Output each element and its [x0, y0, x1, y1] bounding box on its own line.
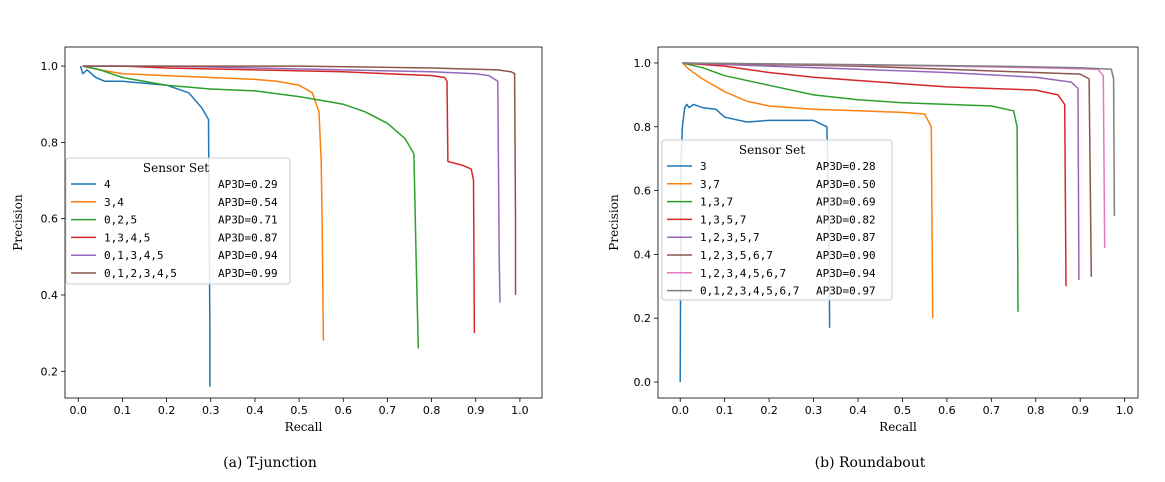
y-tick-label: 0.4 — [634, 248, 652, 261]
legend-entry-ap: AP3D=0.87 — [218, 231, 278, 244]
legend-entry-ap: AP3D=0.94 — [218, 249, 278, 262]
y-tick-label: 0.6 — [41, 213, 59, 226]
x-tick-label: 0.4 — [849, 404, 867, 417]
y-axis-label: Precision — [11, 194, 25, 251]
x-tick-label: 0.6 — [335, 404, 353, 417]
legend-entry-label: 0,1,2,3,4,5,6,7 — [700, 285, 799, 298]
x-tick-label: 0.1 — [716, 404, 734, 417]
series-line-1-3-5-7 — [682, 62, 1067, 287]
series-line-1-3-7 — [682, 62, 1019, 312]
legend-entry-label: 3,7 — [700, 178, 720, 191]
x-tick-label: 0.7 — [379, 404, 397, 417]
legend-entry-label: 1,3,7 — [700, 196, 733, 209]
legend-box — [65, 157, 291, 285]
chart-1: 0.0 0.1 0.2 0.3 0.4 0.5 0.6 0.7 0.8 0.9 1.0 0.2 0.4 0… — [11, 46, 543, 471]
x-tick-label: 0.7 — [983, 404, 1001, 417]
legend-box — [661, 139, 893, 301]
series-line-3-7 — [681, 62, 934, 319]
x-tick-label: 0.3 — [805, 404, 823, 417]
y-tick-label: 0.4 — [41, 289, 59, 302]
x-tick-label: 0.3 — [202, 404, 220, 417]
series-line-3 — [679, 103, 831, 383]
x-tick-label: 0.4 — [246, 404, 264, 417]
x-axis-label: Recall — [879, 420, 917, 434]
series-line-1-2-3-5-7 — [682, 62, 1080, 280]
y-tick-label: 0.8 — [634, 121, 652, 134]
plot-frame — [657, 46, 1139, 399]
x-tick-label: 0.8 — [423, 404, 441, 417]
x-tick-label: 0.9 — [467, 404, 485, 417]
chart-caption: (a) T-junction — [223, 455, 317, 471]
x-tick-label: 1.0 — [511, 404, 529, 417]
legend-entry-label: 3,4 — [104, 196, 124, 209]
legend-entry-ap: AP3D=0.94 — [816, 267, 876, 280]
x-tick-label: 0.2 — [760, 404, 778, 417]
y-tick-label: 0.0 — [634, 376, 652, 389]
legend-entry-ap: AP3D=0.82 — [816, 213, 876, 226]
legend-entry-ap: AP3D=0.90 — [816, 249, 876, 262]
chart-2: 0.0 0.1 0.2 0.3 0.4 0.5 0.6 0.7 0.8 0.9 1.0 0.0 0.2 0… — [607, 46, 1139, 471]
legend-title: Sensor Set — [739, 143, 805, 157]
legend-entry-label: 1,2,3,4,5,6,7 — [700, 267, 786, 280]
legend-entry-ap: AP3D=0.99 — [218, 267, 278, 280]
y-tick-label: 1.0 — [41, 60, 59, 73]
legend-entry-ap: AP3D=0.87 — [816, 231, 876, 244]
x-tick-label: 0.8 — [1027, 404, 1045, 417]
legend-entry-label: 0,1,3,4,5 — [104, 249, 164, 262]
legend-entry-label: 0,2,5 — [104, 214, 137, 227]
series-line-0-1-3-4-5 — [82, 65, 501, 303]
legend-entry-label: 4 — [104, 178, 111, 191]
x-tick-label: 0.9 — [1071, 404, 1089, 417]
x-tick-label: 0.0 — [671, 404, 689, 417]
legend-entry-ap: AP3D=0.54 — [218, 196, 278, 209]
legend-entry-label: 1,2,3,5,6,7 — [700, 249, 773, 262]
legend-entry-label: 0,1,2,3,4,5 — [104, 267, 177, 280]
y-tick-label: 0.2 — [634, 312, 652, 325]
x-tick-label: 0.6 — [938, 404, 956, 417]
legend-entry-ap: AP3D=0.50 — [816, 178, 876, 191]
x-tick-label: 1.0 — [1116, 404, 1134, 417]
legend-title: Sensor Set — [143, 161, 209, 175]
x-tick-label: 0.5 — [894, 404, 912, 417]
legend-entry-ap: AP3D=0.29 — [218, 178, 278, 191]
legend-entry-label: 1,3,5,7 — [700, 213, 746, 226]
x-axis-label: Recall — [285, 420, 323, 434]
legend-entry-ap: AP3D=0.97 — [816, 285, 876, 298]
x-tick-label: 0.2 — [158, 404, 176, 417]
series-line-0-1-2-3-4-5 — [82, 65, 517, 295]
legend-entry-label: 1,2,3,5,7 — [700, 231, 760, 244]
legend-entry-ap: AP3D=0.71 — [218, 214, 278, 227]
series-line-0-1-2-3-4-5-6-7 — [682, 62, 1116, 217]
y-axis-label: Precision — [607, 194, 621, 251]
legend: Sensor Set 3 AP3D=0.28 3,7 AP3D=0.50 1,3,7 AP3… — [661, 139, 893, 301]
series-line-4 — [79, 65, 211, 387]
legend-entry-label: 1,3,4,5 — [104, 231, 150, 244]
x-tick-label: 0.1 — [114, 404, 132, 417]
y-tick-label: 1.0 — [634, 57, 652, 70]
series-line-1-3-4-5 — [82, 65, 476, 334]
series-line-0-2-5 — [82, 65, 420, 349]
legend-entry-ap: AP3D=0.69 — [816, 196, 876, 209]
x-tick-label: 0.5 — [290, 404, 308, 417]
series-line-3-4 — [82, 65, 325, 341]
legend-entry-ap: AP3D=0.28 — [816, 160, 876, 173]
legend: Sensor Set 4 AP3D=0.29 3,4 AP3D=0.54 0,2,5 AP3… — [65, 157, 291, 285]
legend-entry-label: 3 — [700, 160, 707, 173]
y-tick-label: 0.8 — [41, 136, 59, 149]
chart-caption: (b) Roundabout — [815, 455, 926, 471]
x-tick-label: 0.0 — [70, 404, 88, 417]
y-tick-label: 0.6 — [634, 185, 652, 198]
y-tick-label: 0.2 — [41, 365, 59, 378]
plot-frame — [64, 46, 543, 399]
